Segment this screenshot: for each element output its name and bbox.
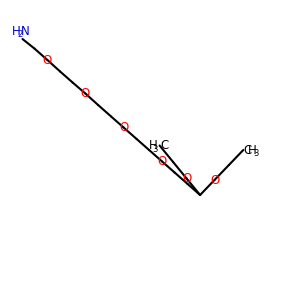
Text: N: N xyxy=(21,25,30,38)
Text: C: C xyxy=(243,143,252,157)
Text: 2: 2 xyxy=(17,30,23,39)
Text: O: O xyxy=(119,121,128,134)
Text: O: O xyxy=(158,155,166,168)
Text: O: O xyxy=(43,53,52,67)
Text: O: O xyxy=(81,87,90,100)
Text: O: O xyxy=(182,172,191,185)
Text: H: H xyxy=(12,25,21,38)
Text: H: H xyxy=(149,139,158,152)
Text: H: H xyxy=(248,143,257,157)
Text: 3: 3 xyxy=(153,145,158,154)
Text: 3: 3 xyxy=(253,149,259,158)
Text: O: O xyxy=(210,173,219,187)
Text: C: C xyxy=(160,139,169,152)
